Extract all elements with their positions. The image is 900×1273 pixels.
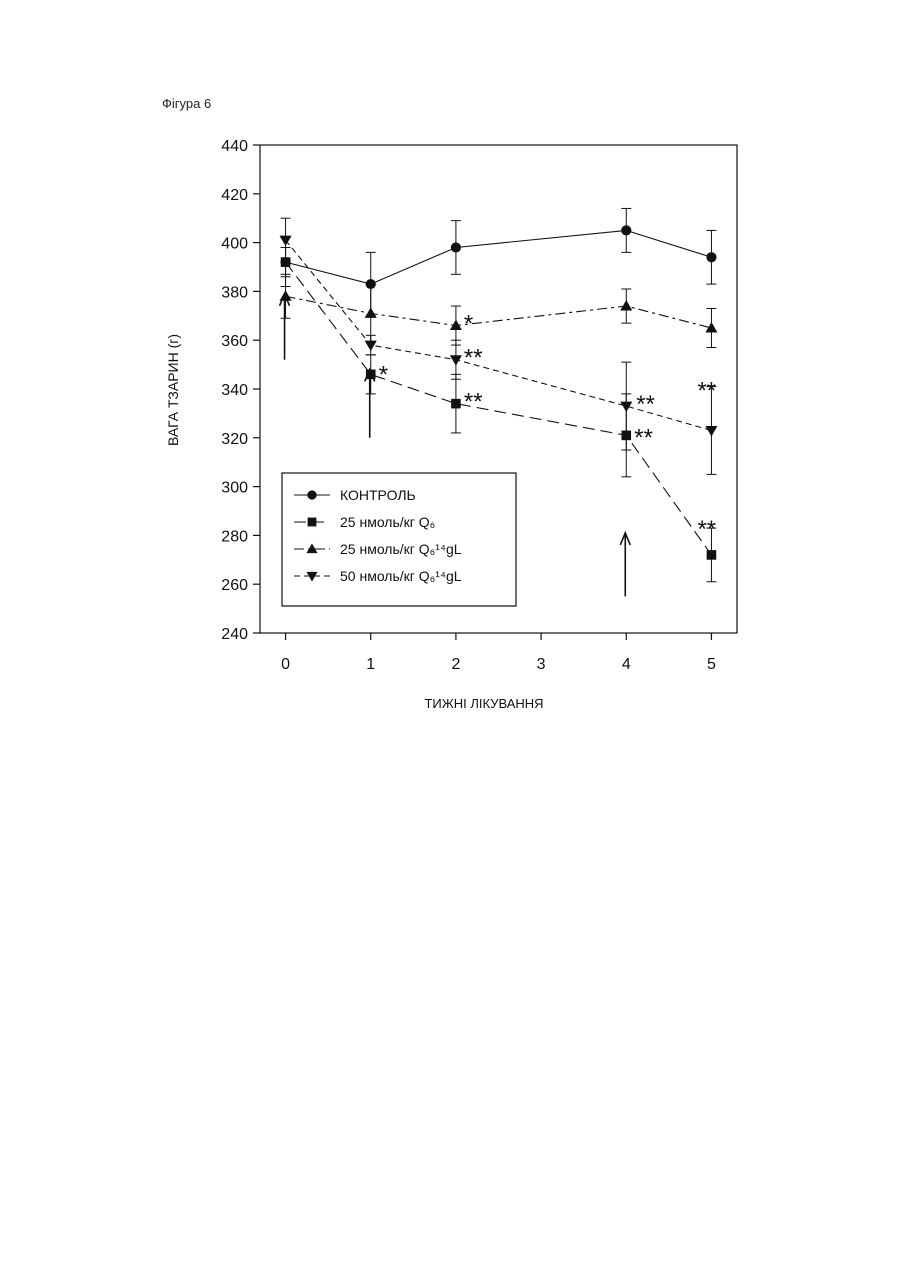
x-tick-label: 5 [707, 656, 716, 673]
x-tick-label: 1 [366, 656, 375, 673]
y-tick-label: 340 [221, 382, 248, 399]
x-tick-label: 0 [281, 656, 290, 673]
y-tick-label: 400 [221, 236, 248, 253]
x-axis-label: ТИЖНІ ЛІКУВАННЯ [424, 696, 543, 711]
data-point [451, 399, 461, 409]
data-point [620, 300, 632, 311]
x-tick-label: 4 [622, 656, 631, 673]
chart-legend: КОНТРОЛЬ 25 нмоль/кг Q₆ 25 нмоль/кг Q₆¹⁴gL… [282, 473, 516, 606]
x-tick-label: 2 [451, 656, 460, 673]
significance-label: ** [697, 516, 716, 543]
y-tick-label: 380 [221, 284, 248, 301]
significance-label: * [464, 311, 473, 338]
treatment-arrow [280, 294, 290, 360]
y-axis-label: ВАГА ТЗАРИН (г) [165, 334, 181, 446]
data-point [707, 550, 717, 560]
series-line [286, 296, 712, 328]
data-point [365, 307, 377, 318]
data-point [705, 426, 717, 437]
y-tick-label: 260 [221, 577, 248, 594]
data-point [451, 242, 461, 252]
legend-label: КОНТРОЛЬ [340, 487, 416, 503]
y-tick-label: 320 [221, 431, 248, 448]
legend-label: 25 нмоль/кг Q₆¹⁴gL [340, 541, 462, 557]
data-point [280, 236, 292, 247]
data-point [706, 252, 716, 262]
data-point [365, 341, 377, 352]
x-tick-label: 3 [537, 656, 546, 673]
significance-label: ** [464, 345, 483, 372]
series-3: * [280, 274, 718, 347]
weight-chart: 240260280300320340360380400420440012345 … [0, 0, 900, 1273]
y-tick-label: 420 [221, 187, 248, 204]
significance-label: ** [464, 389, 483, 416]
series-1 [280, 208, 716, 315]
significance-label: ** [697, 377, 716, 404]
y-tick-label: 440 [221, 138, 248, 155]
significance-label: ** [636, 391, 655, 418]
significance-label: * [379, 361, 388, 388]
legend-label: 25 нмоль/кг Q₆ [340, 514, 435, 530]
treatment-arrow [365, 369, 375, 437]
data-point [366, 370, 376, 380]
significance-label: ** [634, 424, 653, 451]
data-point [280, 290, 292, 301]
treatment-arrow [620, 533, 630, 596]
legend-label: 50 нмоль/кг Q₆¹⁴gL [340, 568, 462, 584]
series-line [286, 230, 712, 284]
y-tick-label: 240 [221, 626, 248, 643]
y-tick-label: 280 [221, 528, 248, 545]
legend-marker [308, 518, 317, 527]
data-point [621, 225, 631, 235]
legend-marker [307, 490, 316, 499]
y-tick-label: 360 [221, 333, 248, 350]
y-tick-label: 300 [221, 480, 248, 497]
